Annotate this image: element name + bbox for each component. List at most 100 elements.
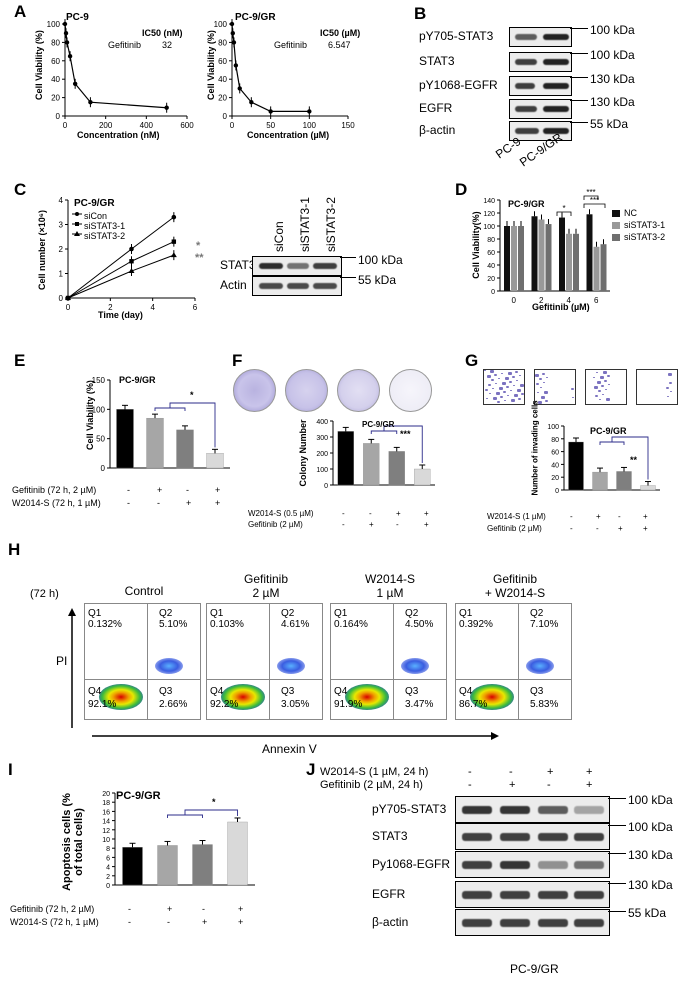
invading-cell xyxy=(517,389,521,392)
legend-d-1: NC xyxy=(624,208,637,218)
chart-g-title: PC-9/GR xyxy=(590,426,627,436)
quadrant-name: Q2 xyxy=(530,608,544,619)
quadrant-name: Q4 xyxy=(334,686,348,697)
blot-band xyxy=(574,806,604,814)
blot-b-kda-0: 100 kDa xyxy=(590,23,635,37)
invading-cell xyxy=(521,393,524,395)
invading-cell xyxy=(607,375,610,377)
invading-cell xyxy=(539,378,542,380)
y-tick-label: 60 xyxy=(218,57,227,66)
data-point xyxy=(171,214,177,220)
invading-cell xyxy=(668,373,672,376)
chart-f-ylabel: Colony Number xyxy=(298,419,308,487)
kda-tick xyxy=(608,798,626,799)
chart-f: 0 100 200 300 400 xyxy=(316,419,435,490)
condition-mark: - xyxy=(570,512,573,521)
condition-label: W2014-S (72 h, 1 µM) xyxy=(12,498,101,508)
blot-band xyxy=(543,59,569,65)
quadrant-q2-value: 4.61% xyxy=(281,619,310,630)
invading-cell xyxy=(542,373,545,375)
blot-band xyxy=(500,861,530,869)
quadrant-q2-value: 4.50% xyxy=(405,619,434,630)
blot-b-label-2: pY1068-EGFR xyxy=(419,78,498,92)
chart-e-title: PC-9/GR xyxy=(119,375,156,385)
condition-mark: - xyxy=(157,498,160,508)
legend-d-3: siSTAT3-2 xyxy=(624,232,666,242)
condition-mark: + xyxy=(396,509,401,518)
chart-i-title: PC-9/GR xyxy=(116,790,161,802)
quadrant-name: Q4 xyxy=(88,686,102,697)
invading-cell xyxy=(513,385,515,386)
blot-j-label-4: β-actin xyxy=(372,915,409,929)
legend-d-swatch-1 xyxy=(612,210,620,217)
quadrant-q3-value: 5.83% xyxy=(530,699,559,710)
quadrant-name: Q1 xyxy=(210,608,224,619)
sig-d-2: *** xyxy=(590,196,599,205)
invading-cell xyxy=(497,401,500,403)
j-condition-label: W2014-S (1 µM, 24 h) xyxy=(320,766,429,778)
chart-a-right-ylabel: Cell Viability (%) xyxy=(206,30,216,100)
invading-cell xyxy=(670,391,672,392)
invasion-image-4 xyxy=(636,369,678,405)
colony-dish-2 xyxy=(285,369,328,412)
bar-NC-6 xyxy=(586,214,593,291)
y-tick-label: 40 xyxy=(551,462,559,469)
chart-i-ylabel: Apoptosis cells (% of total cells) xyxy=(61,793,85,891)
sig-f: *** xyxy=(400,429,411,439)
y-tick-label: 0 xyxy=(56,112,61,121)
invading-cell xyxy=(512,376,515,378)
blot-band xyxy=(515,59,537,65)
bar-siSTAT3-1-6 xyxy=(593,246,600,291)
blot-band xyxy=(462,891,492,899)
quadrant-line-v xyxy=(393,604,394,719)
y-tick-label: 60 xyxy=(487,250,495,257)
ic50-value-right: 6.547 xyxy=(328,40,351,50)
legend-d-2: siSTAT3-1 xyxy=(624,220,666,230)
lane-c-1: siSTAT3-1 xyxy=(298,197,312,252)
bar-3 xyxy=(616,471,632,491)
invading-cell xyxy=(491,379,494,381)
invading-cell xyxy=(514,394,518,397)
x-tick-label: 0 xyxy=(512,296,517,305)
bar-siSTAT3-1-4 xyxy=(566,233,572,291)
blot-band xyxy=(259,283,283,289)
blot-band xyxy=(515,34,537,40)
invading-cell xyxy=(516,380,518,381)
quadrant-q3-value: 3.47% xyxy=(405,699,434,710)
chart-a-right-title: PC-9/GR xyxy=(235,12,276,23)
sig-bracket xyxy=(184,809,238,816)
ic50-header-right: IC50 (µM) xyxy=(320,28,361,38)
bar-3 xyxy=(176,429,194,469)
bar-siSTAT3-1-2 xyxy=(538,219,545,291)
legend-c-2: siSTAT3-1 xyxy=(84,221,126,231)
bar-2 xyxy=(592,471,608,491)
x-tick-label: 200 xyxy=(99,121,113,130)
condition-label: W2014-S (1 µM) xyxy=(487,512,546,521)
invading-cell xyxy=(493,397,497,400)
invading-cell xyxy=(603,371,607,374)
invading-cell xyxy=(498,378,500,379)
bar-2 xyxy=(157,845,178,886)
sig-bracket xyxy=(556,211,572,216)
quadrant-line-h xyxy=(456,679,571,680)
blot-band xyxy=(313,263,337,269)
kda-tick xyxy=(570,53,588,54)
condition-mark: + xyxy=(238,917,244,927)
series-line-siSTAT3-1 xyxy=(67,241,175,299)
kda-tick xyxy=(608,853,626,854)
condition-mark: + xyxy=(618,524,623,533)
legend-marker xyxy=(75,222,79,226)
blot-band xyxy=(500,806,530,814)
sig-bracket xyxy=(154,407,186,411)
x-tick-label: 2 xyxy=(108,303,113,312)
panel-label-b: B xyxy=(414,4,427,23)
invading-cell xyxy=(598,390,601,392)
condition-mark: + xyxy=(157,485,163,495)
invading-cell xyxy=(504,400,506,401)
chart-a-right-xlabel: Concentration (µM) xyxy=(247,130,330,140)
blot-b-label-3: EGFR xyxy=(419,101,453,115)
lane-c-0: siCon xyxy=(272,221,286,252)
kda-tick xyxy=(340,277,356,278)
facs-xlabel: Annexin V xyxy=(262,742,317,756)
